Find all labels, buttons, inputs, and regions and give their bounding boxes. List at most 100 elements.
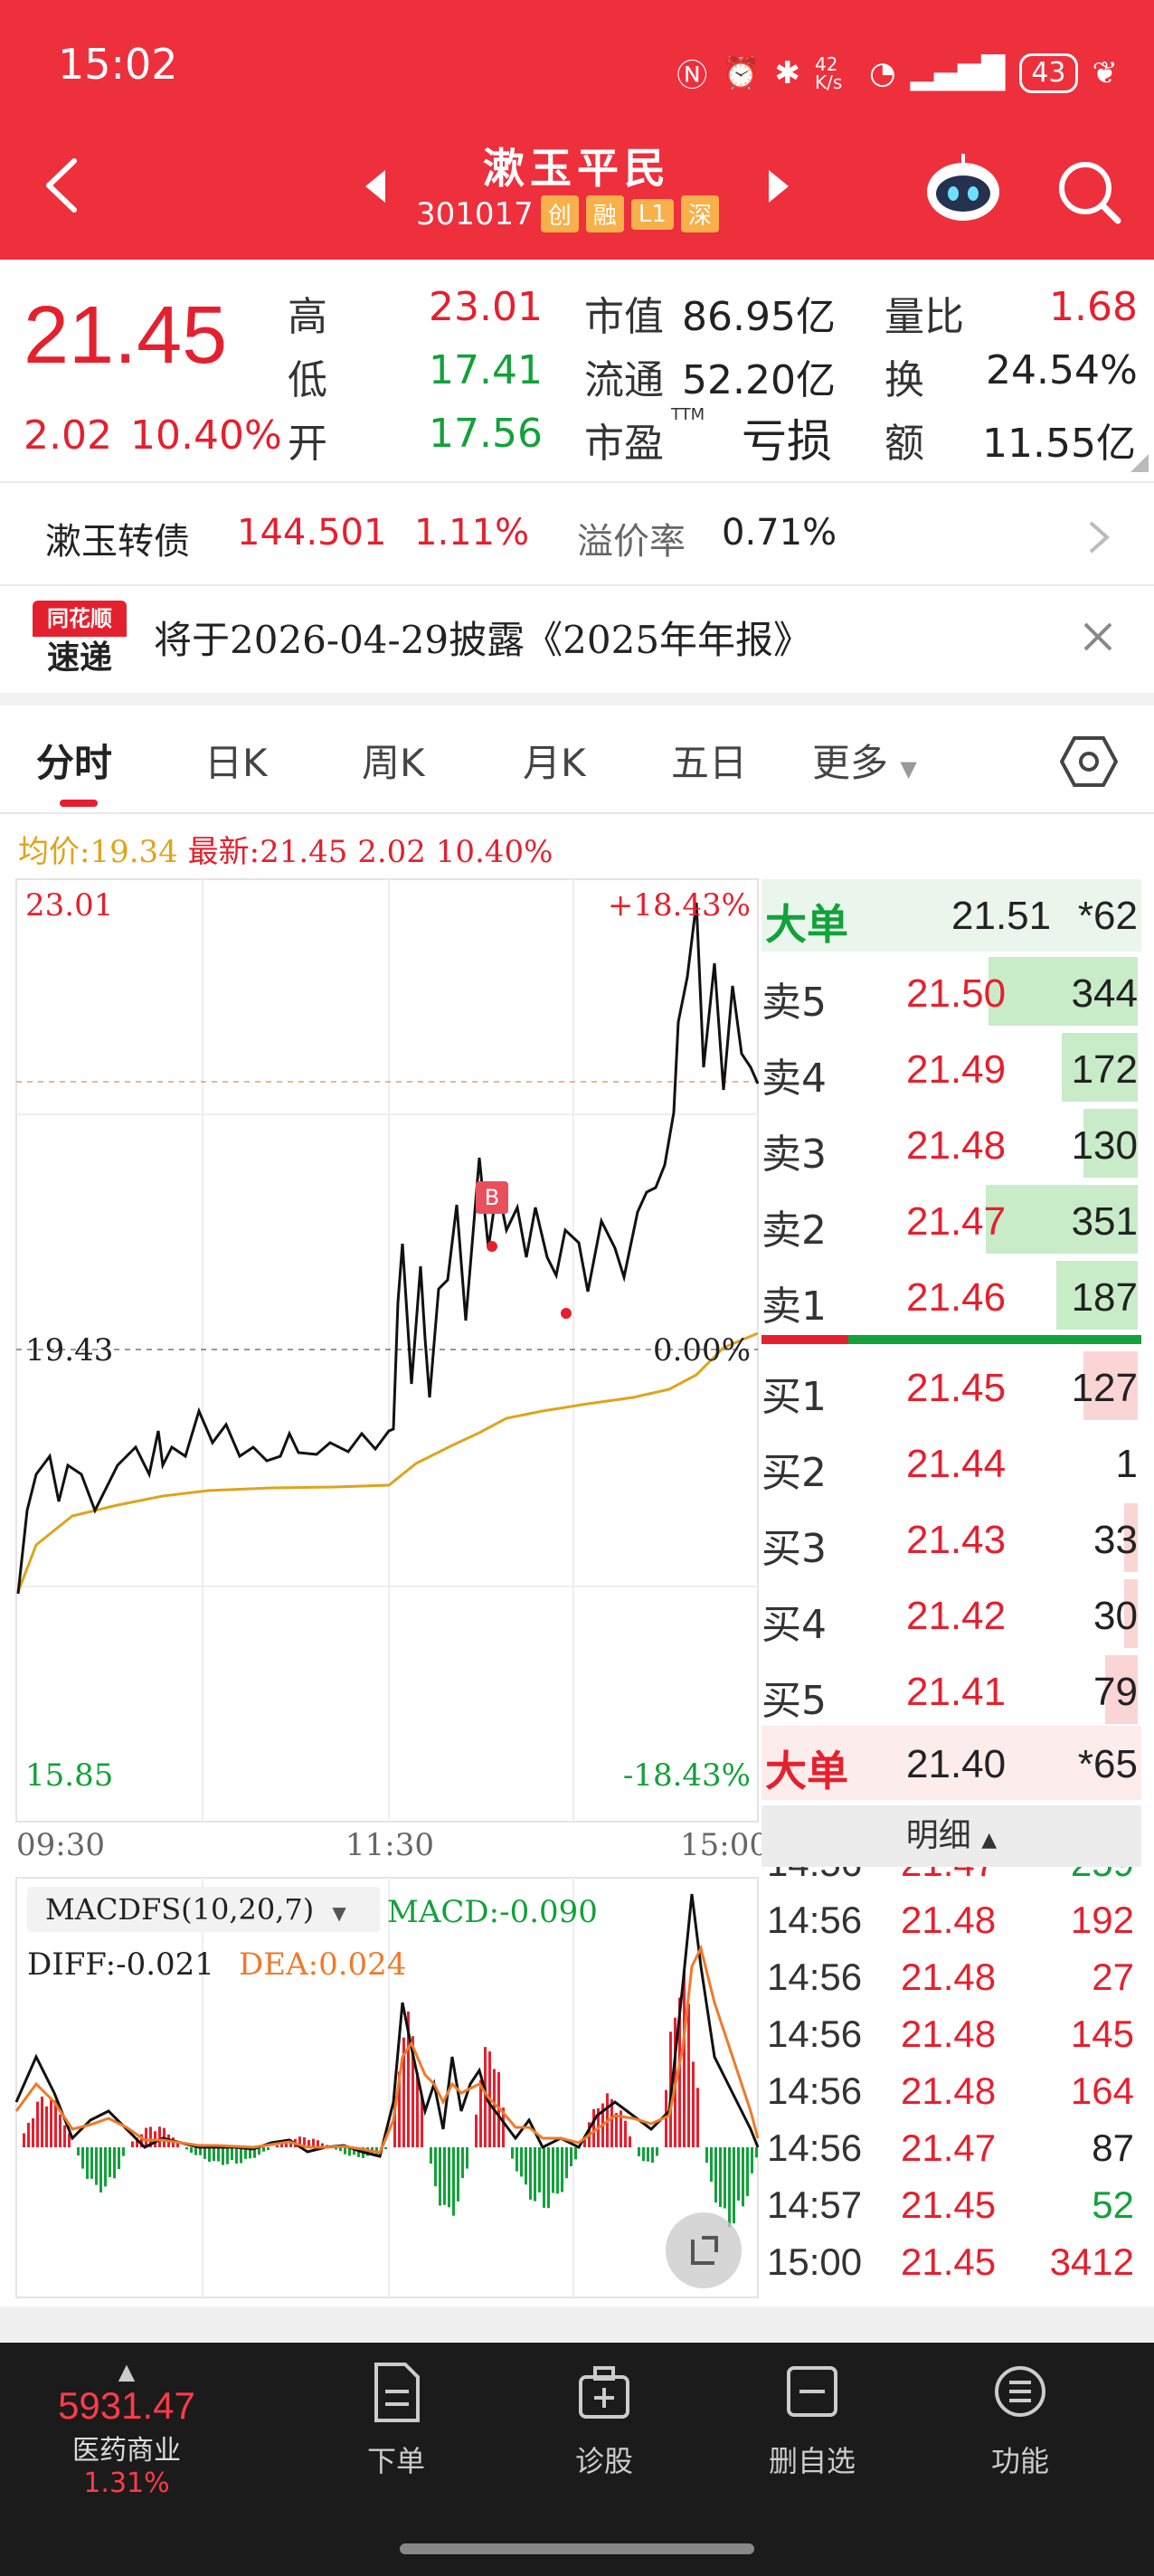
buy-marker-text: B	[485, 1185, 499, 1210]
tick-volume: 145	[1070, 2012, 1134, 2055]
macd-bar	[63, 2125, 66, 2147]
dea-line	[14, 1944, 760, 2155]
fullscreen-button[interactable]	[666, 2212, 742, 2288]
nav-functions[interactable]: 功能	[948, 2361, 1093, 2480]
buy-level-row[interactable]: 买1 21.45 127	[761, 1348, 1141, 1424]
alarm-icon: ⏰	[722, 54, 761, 91]
low-value: 17.41	[429, 347, 543, 393]
macd-bar	[23, 2133, 25, 2147]
ratio-bar-sell	[761, 1335, 848, 1344]
stock-code: 301017	[416, 195, 534, 232]
macd-bar	[353, 2147, 355, 2155]
sell-level-row[interactable]: 卖5 21.50 344	[761, 953, 1141, 1029]
macd-bar	[335, 2147, 337, 2150]
search-icon[interactable]	[1055, 157, 1123, 226]
buy-level-row[interactable]: 买5 21.41 79	[761, 1652, 1141, 1728]
macd-bar	[466, 2147, 468, 2169]
next-stock-arrow-icon[interactable]	[769, 170, 789, 203]
big-sell-price: 21.51	[951, 894, 1052, 938]
macd-bar	[217, 2147, 220, 2162]
macd-bar	[54, 2100, 57, 2147]
macd-bar	[434, 2147, 437, 2187]
depth-bar	[986, 1185, 1138, 1254]
sell-level-row[interactable]: 卖1 21.46 187	[761, 1257, 1141, 1333]
macd-bar	[733, 2147, 735, 2224]
macd-bar	[448, 2147, 450, 2208]
tab-fenshi[interactable]: 分时	[36, 741, 113, 785]
tick-time: 14:56	[767, 1867, 862, 1885]
detail-toggle-button[interactable]: 明细 ▲	[761, 1805, 1141, 1867]
macd-bar	[411, 2036, 414, 2147]
buy-level-label: 买1	[761, 1374, 827, 1420]
close-icon[interactable]	[1082, 620, 1114, 653]
tick-row: 14:56 21.48 145	[767, 2012, 1138, 2067]
settings-hexagon-icon[interactable]	[1060, 733, 1118, 791]
nav-place-order[interactable]: 下单	[324, 2361, 468, 2480]
level-price: 21.41	[906, 1670, 1007, 1714]
price-line	[16, 902, 760, 1595]
latest-change: 2.02	[357, 834, 426, 870]
buy-marker-badge[interactable]	[476, 1181, 508, 1214]
big-buy-label: 大单	[765, 1747, 848, 1795]
back-arrow-icon[interactable]	[36, 154, 90, 217]
macd-bar	[393, 2096, 396, 2147]
tick-volume: 27	[1092, 1956, 1134, 1998]
buy-level-row[interactable]: 买2 21.44 1	[761, 1424, 1141, 1500]
expand-corner-icon[interactable]	[1130, 454, 1149, 472]
index-widget[interactable]: ▲ 5931.47 医药商业1.31%	[36, 2359, 217, 2499]
nav-remove-watchlist[interactable]: 删自选	[740, 2361, 884, 2480]
macd-chart[interactable]	[0, 1876, 761, 2301]
high-value: 23.01	[429, 284, 543, 330]
sell-level-label: 卖3	[761, 1132, 827, 1178]
tab-daily-k[interactable]: 日K	[204, 741, 268, 785]
tab-monthly-k[interactable]: 月K	[523, 741, 586, 785]
big-sell-row[interactable]: 大单 21.51 *62	[761, 879, 1141, 952]
prev-stock-arrow-icon[interactable]	[365, 170, 385, 203]
tick-price: 21.45	[901, 2240, 997, 2283]
mcap-value: 86.95亿	[682, 294, 836, 340]
top-price-label: 23.01	[25, 887, 113, 923]
sell-level-row[interactable]: 卖2 21.47 351	[761, 1181, 1141, 1257]
depth-bar	[1062, 1033, 1138, 1102]
macd-bar	[642, 2147, 645, 2162]
top-header: 15:02 Ⓝ ⏰ ✱ 42 K/s ◔ ▂▄▆█ 43 ❦ 漱玉平民 3010…	[0, 0, 1154, 260]
tab-weekly-k[interactable]: 周K	[362, 741, 425, 785]
level-price: 21.48	[906, 1123, 1007, 1168]
intraday-chart[interactable]: B 23.01 +18.43% 19.43 0.00% 15.85 -18.43…	[0, 877, 761, 1845]
macd-bar	[529, 2147, 532, 2200]
macd-bar	[610, 2098, 613, 2147]
macd-bar	[344, 2147, 346, 2155]
tab-more[interactable]: 更多 ▼	[812, 733, 917, 788]
dea-value: DEA:0.024	[239, 1946, 407, 1983]
turnover-value: 24.54%	[986, 347, 1138, 393]
macd-bar	[457, 2147, 459, 2202]
tick-list[interactable]: 14:5621.4725914:5621.4819214:5621.482714…	[761, 1867, 1141, 2301]
depth-bar	[1124, 1579, 1138, 1648]
buy-level-row[interactable]: 买3 21.43 33	[761, 1500, 1141, 1576]
pe-label: 市盈	[584, 421, 664, 467]
macd-bar	[484, 2047, 487, 2147]
macd-bar	[235, 2147, 238, 2164]
level-price: 21.47	[906, 1199, 1007, 1244]
buy-point-marker	[487, 1241, 497, 1252]
nav-diagnose[interactable]: 诊股	[532, 2361, 676, 2480]
tab-five-day[interactable]: 五日	[671, 741, 748, 785]
bottom-nav: ▲ 5931.47 医药商业1.31% 下单 诊股 删自选 功能	[0, 2343, 1154, 2576]
home-indicator[interactable]	[400, 2543, 754, 2554]
buy-level-row[interactable]: 买4 21.42 30	[761, 1576, 1141, 1652]
macd-bar	[185, 2147, 188, 2150]
macd-bar	[574, 2147, 577, 2160]
section-gap	[0, 2306, 1154, 2343]
ai-robot-icon[interactable]	[922, 152, 1004, 224]
macd-bar	[724, 2147, 726, 2209]
logo-top-text: 同花顺	[33, 601, 127, 637]
tick-row: 14:56 21.47 259	[767, 1867, 1138, 1896]
divider	[0, 812, 1154, 814]
macd-bar	[755, 2147, 758, 2158]
level-price: 21.45	[906, 1366, 1007, 1410]
sell-level-row[interactable]: 卖3 21.48 130	[761, 1105, 1141, 1181]
sell-level-row[interactable]: 卖4 21.49 172	[761, 1029, 1141, 1105]
indicator-selector[interactable]: MACDFS(10,20,7) ▼	[27, 1887, 380, 1932]
macd-bar	[99, 2147, 102, 2192]
big-buy-row[interactable]: 大单 21.40 *65	[761, 1726, 1141, 1800]
